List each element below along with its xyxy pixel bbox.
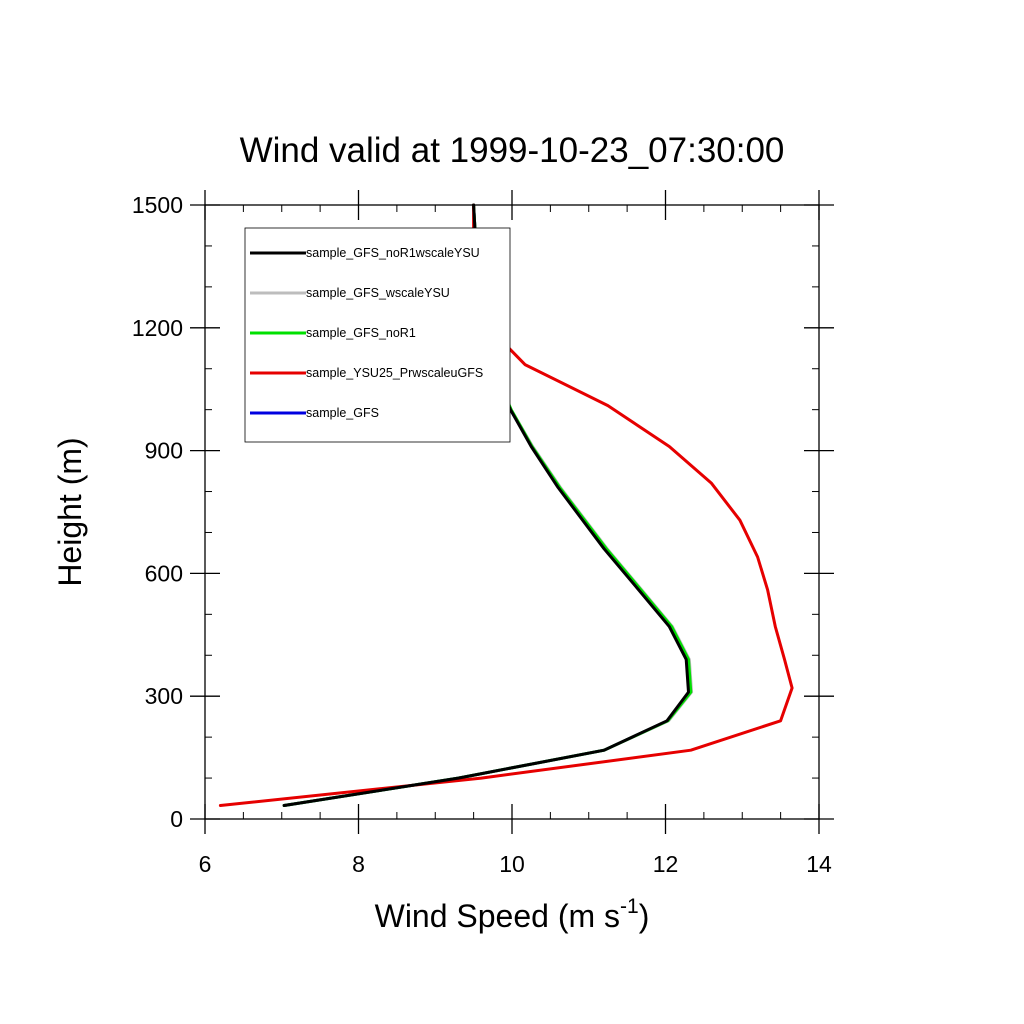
- chart-title: Wind valid at 1999-10-23_07:30:00: [240, 131, 785, 170]
- y-axis-label: Height (m): [52, 437, 88, 586]
- x-tick-label: 12: [653, 851, 679, 877]
- legend-box: [244, 227, 511, 443]
- y-tick-label: 1500: [132, 192, 183, 218]
- x-axis-label-main: Wind Speed (m s: [375, 898, 620, 934]
- legend-label: sample_GFS_noR1wscaleYSU: [306, 246, 480, 260]
- plot-frame: [204, 204, 820, 820]
- y-tick-label: 900: [145, 438, 183, 464]
- x-tick-label: 14: [806, 851, 832, 877]
- x-axis-label-close: ): [639, 898, 650, 934]
- legend-label: sample_GFS: [306, 406, 379, 420]
- legend-items: sample_GFS_noR1wscaleYSU sample_GFS_wscal…: [250, 246, 483, 420]
- x-tick-label: 10: [499, 851, 525, 877]
- legend-label: sample_YSU25_PrwscaleuGFS: [306, 366, 483, 380]
- x-tick-label: 6: [199, 851, 212, 877]
- legend: sample_GFS_noR1wscaleYSU sample_GFS_wscal…: [244, 227, 511, 443]
- y-tick-label: 1200: [132, 315, 183, 341]
- legend-label: sample_GFS_noR1: [306, 326, 416, 340]
- legend-label: sample_GFS_wscaleYSU: [306, 286, 450, 300]
- y-tick-label: 300: [145, 683, 183, 709]
- x-axis-label-superscript: -1: [620, 895, 639, 918]
- y-tick-label: 0: [170, 806, 183, 832]
- y-tick-label: 600: [145, 560, 183, 586]
- axis-tick-labels: 0 300 600 900 1200 1500 6 8 10 12 14: [132, 192, 832, 877]
- x-tick-label: 8: [352, 851, 365, 877]
- x-axis-label: Wind Speed (m s-1): [375, 895, 650, 934]
- series-line-sample_YSU25_PrwscaleuGFS: [218, 203, 794, 807]
